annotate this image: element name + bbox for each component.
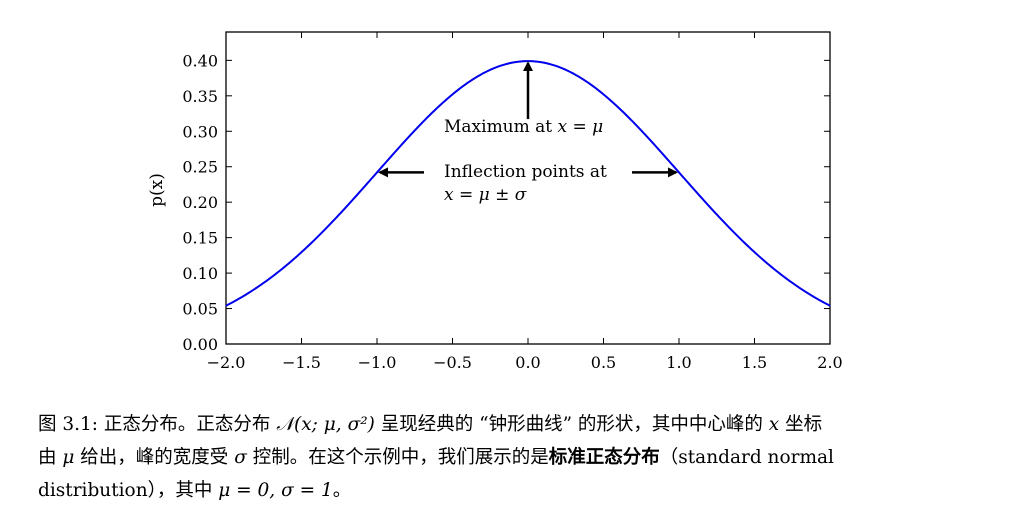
caption-line-1: 图 3.1: 正态分布。正态分布 𝒩(x; μ, σ²) 呈现经典的 “钟形曲线…: [38, 408, 1000, 441]
x-tick-label: 1.0: [666, 353, 691, 372]
caption-line-2: 由 μ 给出，峰的宽度受 σ 控制。在这个示例中，我们展示的是标准正态分布（st…: [38, 441, 1000, 474]
y-tick-label: 0.20: [182, 193, 218, 212]
x-tick-label: −1.0: [358, 353, 397, 372]
x-tick-label: −2.0: [207, 353, 246, 372]
y-tick-label: 0.40: [182, 51, 218, 70]
maximum-annotation: Maximum at x = μ: [444, 117, 603, 137]
y-tick-label: 0.00: [182, 335, 218, 354]
y-tick-label: 0.10: [182, 264, 218, 283]
y-axis-label: p(x): [147, 173, 167, 207]
caption-text: 坐标: [779, 414, 823, 435]
caption-formula: μ: [62, 447, 75, 468]
caption-formula: 𝒩(x; μ, σ²): [276, 414, 375, 435]
figure-caption: 图 3.1: 正态分布。正态分布 𝒩(x; μ, σ²) 呈现经典的 “钟形曲线…: [38, 408, 1000, 507]
caption-text: 控制。在这个示例中，我们展示的是: [246, 447, 549, 468]
x-tick-label: 1.5: [742, 353, 767, 372]
x-tick-label: 0.5: [591, 353, 616, 372]
x-tick-label: −0.5: [433, 353, 472, 372]
caption-text: 图 3.1: 正态分布。正态分布: [38, 414, 277, 435]
caption-text: 由: [38, 447, 63, 468]
inflection-annotation-line1: Inflection points at: [444, 162, 607, 182]
y-tick-label: 0.25: [182, 158, 218, 177]
caption-formula: x: [768, 414, 780, 435]
y-tick-label: 0.15: [182, 229, 218, 248]
y-tick-label: 0.30: [182, 122, 218, 141]
caption-text: 。: [332, 480, 352, 501]
normal-distribution-chart: −2.0 −1.5 −1.0 −0.5 0.0 0.5 1.0 1.5 2.0 0.00 0.05…: [147, 31, 843, 372]
caption-bold-term: 标准正态分布: [548, 447, 660, 468]
inflection-annotation-line2: x = μ ± σ: [444, 185, 527, 205]
x-tick-label: −1.5: [282, 353, 321, 372]
x-tick-label: 0.0: [515, 353, 540, 372]
caption-text: （standard normal: [659, 447, 834, 468]
caption-line-3: distribution），其中 μ = 0, σ = 1。: [38, 474, 1000, 507]
y-axis-ticks: 0.00 0.05 0.10 0.15 0.20 0.25 0.30 0.35 0.40: [182, 51, 830, 354]
caption-text: 呈现经典的 “钟形曲线” 的形状，其中中心峰的: [374, 414, 769, 435]
caption-text: 给出，峰的宽度受: [74, 447, 235, 468]
x-axis-ticks: −2.0 −1.5 −1.0 −0.5 0.0 0.5 1.0 1.5 2.0: [207, 32, 843, 372]
caption-formula: σ: [234, 447, 247, 468]
annotations: Maximum at x = μ Inflection points at x = …: [378, 61, 678, 205]
y-tick-label: 0.05: [182, 300, 218, 319]
x-tick-label: 2.0: [817, 353, 842, 372]
caption-text: distribution），其中: [38, 480, 219, 501]
y-tick-label: 0.35: [182, 87, 218, 106]
caption-formula: μ = 0, σ = 1: [218, 480, 333, 501]
